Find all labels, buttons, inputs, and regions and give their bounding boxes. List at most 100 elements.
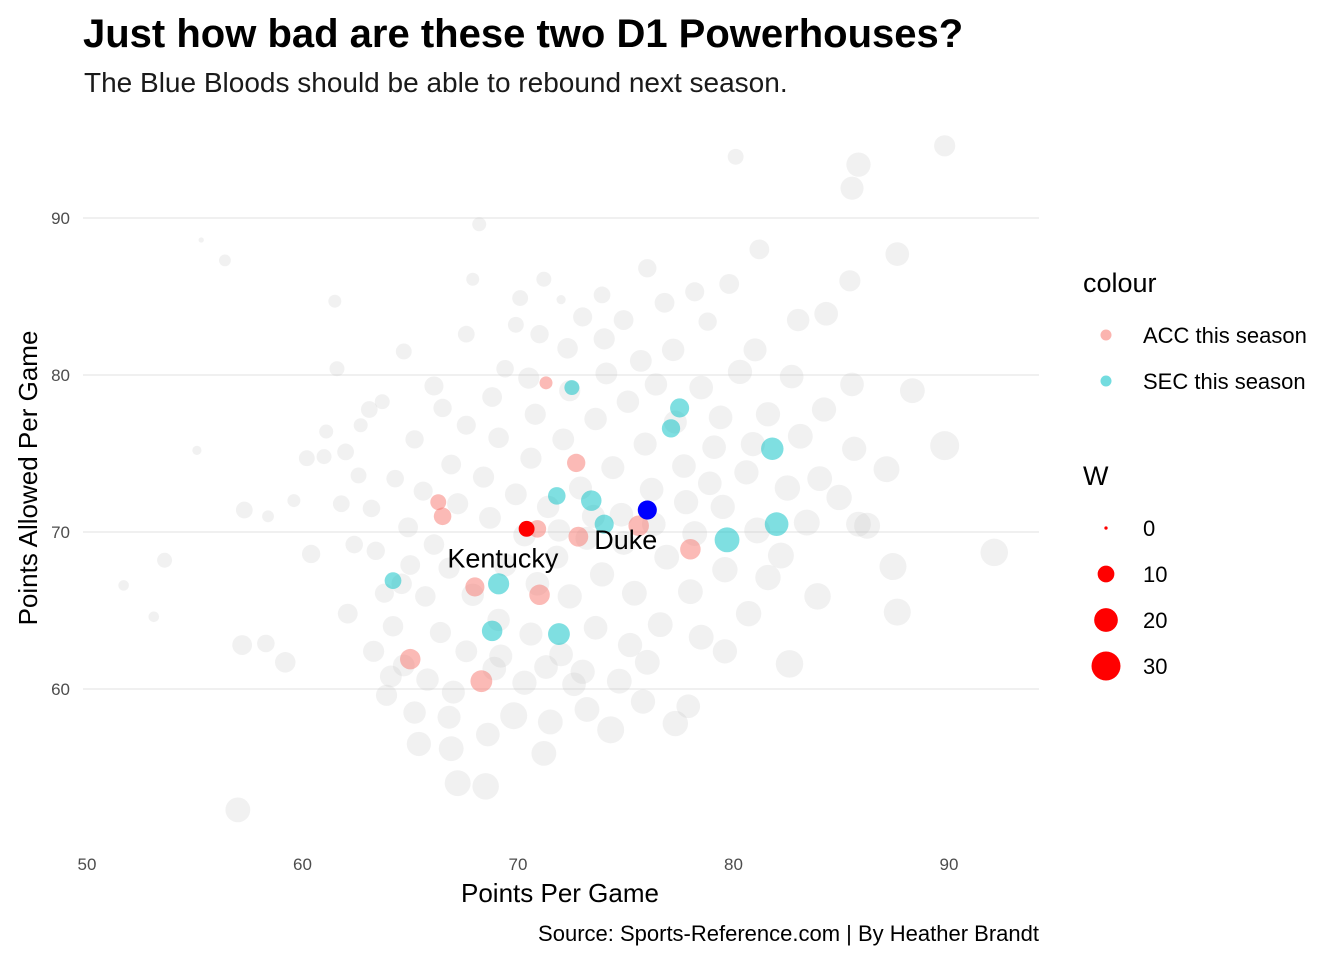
team-point <box>275 652 296 673</box>
team-point <box>879 553 907 581</box>
legend-colour-key <box>1100 375 1112 387</box>
team-point <box>980 538 1009 567</box>
team-point <box>611 531 636 555</box>
team-point <box>332 495 350 513</box>
team-point <box>743 338 767 362</box>
team-point <box>570 659 595 684</box>
legend-size-key <box>1097 565 1115 583</box>
team-point <box>662 710 689 737</box>
team-point <box>148 611 160 623</box>
team-point <box>779 364 804 389</box>
legend-colour-label: SEC this season <box>1143 369 1306 394</box>
team-point <box>804 583 831 610</box>
x-tick-label: 70 <box>509 855 528 874</box>
x-tick-label: 60 <box>293 855 312 874</box>
team-point <box>734 460 759 485</box>
legend-size-title: W <box>1083 461 1109 491</box>
sec-point <box>764 512 789 536</box>
acc-point <box>430 494 447 511</box>
team-point <box>811 397 837 422</box>
legend-size-label: 20 <box>1143 608 1167 633</box>
legend-size-label: 30 <box>1143 654 1167 679</box>
team-point <box>545 545 569 569</box>
team-point <box>807 466 833 492</box>
team-point <box>930 431 960 461</box>
team-point <box>697 471 722 496</box>
team-point <box>677 579 703 605</box>
sec-point <box>384 572 402 590</box>
team-point <box>589 562 615 587</box>
team-point <box>386 469 404 488</box>
legend-colour-label: ACC this season <box>1143 323 1307 348</box>
sec-point <box>581 490 602 511</box>
team-point <box>374 394 390 410</box>
sec-point <box>761 437 784 461</box>
team-point <box>423 534 445 555</box>
team-point <box>661 338 685 362</box>
team-point <box>118 580 129 591</box>
team-point <box>556 295 566 305</box>
team-point <box>595 362 618 385</box>
acc-point <box>399 648 421 670</box>
team-point <box>328 294 342 308</box>
team-point <box>493 553 517 577</box>
team-point <box>416 668 439 691</box>
team-point <box>475 722 500 747</box>
team-point <box>518 367 540 389</box>
x-tick-label: 90 <box>940 855 959 874</box>
team-point <box>885 242 910 266</box>
team-point <box>702 435 726 460</box>
background-points <box>118 135 1009 823</box>
team-point <box>873 456 900 483</box>
team-point <box>710 494 735 520</box>
team-point <box>755 402 781 427</box>
team-point <box>524 403 546 425</box>
team-point <box>774 475 801 501</box>
team-point <box>786 308 810 332</box>
acc-point <box>470 670 493 693</box>
annotation-duke: Duke <box>594 525 657 555</box>
team-point <box>574 696 600 722</box>
team-point <box>552 428 575 451</box>
team-point <box>654 544 680 570</box>
team-point <box>437 705 461 729</box>
kentucky-point <box>518 520 535 537</box>
team-point <box>262 510 274 523</box>
team-point <box>549 642 573 667</box>
y-axis-title: Points Allowed Per Game <box>13 331 43 626</box>
team-point <box>192 445 202 455</box>
legend-size-key <box>1091 651 1121 681</box>
team-point <box>379 665 402 688</box>
team-point <box>374 583 394 603</box>
team-point <box>447 493 469 515</box>
legend-size-label: 10 <box>1143 562 1167 587</box>
team-point <box>353 418 368 433</box>
team-point <box>157 552 173 568</box>
team-point <box>301 544 321 564</box>
team-point <box>740 431 766 457</box>
team-point <box>479 506 501 529</box>
team-point <box>472 466 495 488</box>
team-point <box>688 624 714 650</box>
x-tick-label: 80 <box>724 855 743 874</box>
team-point <box>405 430 424 449</box>
team-point <box>472 217 487 232</box>
y-axis-ticks: 60 70 80 90 <box>51 209 70 699</box>
team-point <box>520 447 542 469</box>
annotations: Kentucky Duke <box>447 525 657 574</box>
team-point <box>573 307 593 327</box>
acc-point <box>680 539 701 560</box>
team-point <box>403 701 426 724</box>
team-point <box>536 271 552 287</box>
team-point <box>444 770 471 797</box>
team-point <box>547 519 571 542</box>
team-point <box>512 670 537 695</box>
y-tick-label: 60 <box>51 680 70 699</box>
team-point <box>507 316 524 333</box>
acc-point <box>529 584 550 606</box>
team-point <box>534 655 558 679</box>
y-tick-label: 90 <box>51 209 70 228</box>
legend-colour-items: ACC this season SEC this season <box>1100 323 1307 394</box>
team-point <box>482 387 503 407</box>
team-point <box>225 797 251 823</box>
